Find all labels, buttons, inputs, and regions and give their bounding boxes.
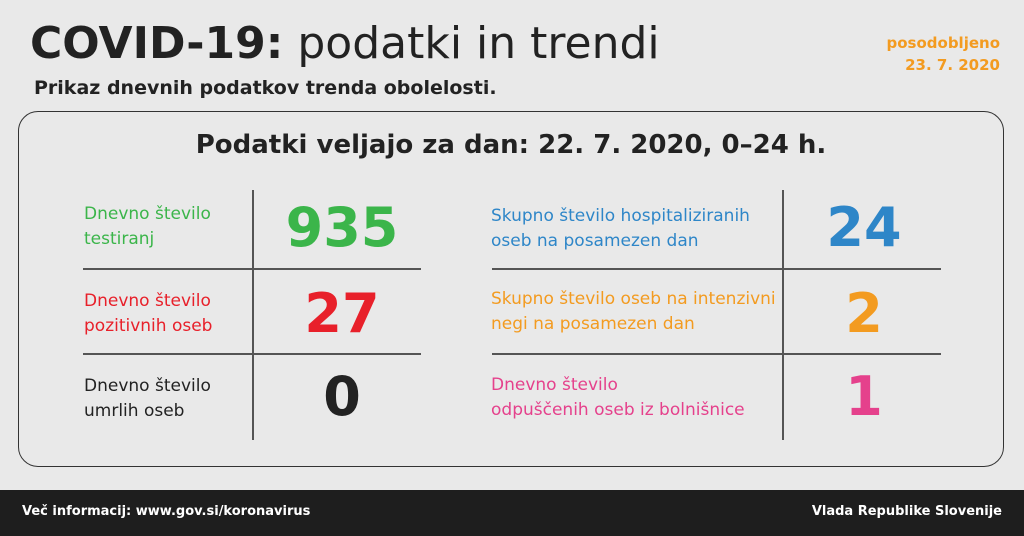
title-bold: COVID-19: [30,18,284,69]
footer-info: Več informacij: www.gov.si/koronavirus [22,504,311,519]
right-divider-2 [492,353,941,355]
title: COVID-19: podatki in trendi [30,16,660,72]
discharged-label: Dnevno število odpuščenih oseb iz bolniš… [491,373,745,423]
left-divider-1 [83,268,421,270]
updated-date: 23. 7. 2020 [905,56,1000,74]
intensive-care-label: Skupno število oseb na intenzivni negi n… [491,287,776,337]
deaths-label-line1: Dnevno število [84,376,211,396]
positive-label: Dnevno število pozitivnih oseb [84,289,212,339]
updated-info: posodobljeno 23. 7. 2020 [887,32,1001,76]
deaths-label: Dnevno število umrlih oseb [84,374,211,424]
tests-label-line1: Dnevno število [84,204,211,224]
stats-card: Podatki veljajo za dan: 22. 7. 2020, 0–2… [18,111,1004,467]
discharged-label-line1: Dnevno število [491,375,618,395]
hospitalized-label-line1: Skupno število hospitaliziranih [491,206,750,226]
positive-value: 27 [304,282,380,345]
tests-label: Dnevno število testiranj [84,202,211,252]
discharged-label-line2: odpuščenih oseb iz bolnišnice [491,400,745,420]
subtitle: Prikaz dnevnih podatkov trenda obolelost… [34,77,497,99]
title-light: podatki in trendi [297,18,660,69]
card-heading: Podatki veljajo za dan: 22. 7. 2020, 0–2… [195,130,827,160]
intensive-care-label-line2: negi na posamezen dan [491,314,695,334]
tests-label-line2: testiranj [84,229,155,249]
right-vertical-divider [782,190,784,440]
footer: Več informacij: www.gov.si/koronavirus V… [0,490,1024,536]
tests-value: 935 [285,196,399,259]
positive-label-line1: Dnevno število [84,291,211,311]
right-divider-1 [492,268,941,270]
footer-org: Vlada Republike Slovenije [811,504,1002,519]
hospitalized-value: 24 [826,196,902,259]
updated-label: posodobljeno [886,34,1001,52]
left-vertical-divider [252,190,254,440]
intensive-care-value: 2 [845,282,883,345]
deaths-label-line2: umrlih oseb [84,401,185,421]
discharged-value: 1 [845,365,883,428]
left-divider-2 [83,353,421,355]
positive-label-line2: pozitivnih oseb [84,316,213,336]
hospitalized-label: Skupno število hospitaliziranih oseb na … [491,204,750,254]
intensive-care-label-line1: Skupno število oseb na intenzivni [491,289,776,309]
hospitalized-label-line2: oseb na posamezen dan [491,231,699,251]
deaths-value: 0 [323,365,361,428]
